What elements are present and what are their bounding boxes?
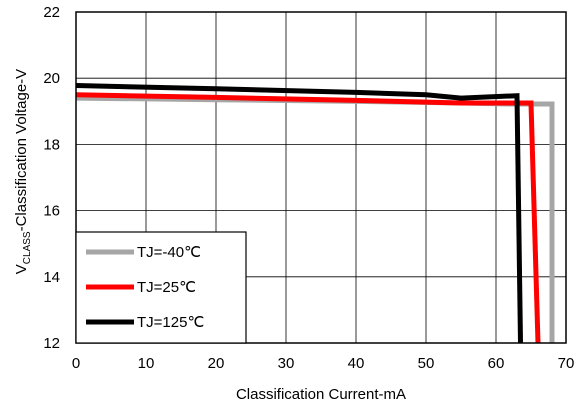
x-tick-label: 0 bbox=[72, 355, 80, 372]
y-tick-label: 12 bbox=[43, 335, 60, 352]
y-tick-label: 16 bbox=[43, 203, 60, 220]
x-tick-label: 20 bbox=[208, 355, 225, 372]
y-axis-title-subscript: CLASS bbox=[22, 231, 33, 264]
y-tick-label: 20 bbox=[43, 70, 60, 87]
legend-label: TJ=-40℃ bbox=[137, 244, 201, 261]
plot-frame bbox=[75, 11, 567, 344]
svg-text:VCLASS-Classification Voltage-: VCLASS-Classification Voltage-V bbox=[13, 69, 33, 274]
series-line-3 bbox=[75, 83, 523, 344]
x-tick-label: 60 bbox=[488, 355, 505, 372]
x-tick-label: 50 bbox=[418, 355, 435, 372]
legend: TJ=-40℃ TJ=25℃ TJ=125℃ bbox=[75, 231, 247, 344]
y-tick-labels: 12 14 16 18 20 22 bbox=[43, 4, 60, 352]
x-tick-label: 40 bbox=[348, 355, 365, 372]
y-axis-title: VCLASS-Classification Voltage-V bbox=[13, 69, 33, 274]
x-tick-label: 10 bbox=[138, 355, 155, 372]
legend-label: TJ=125℃ bbox=[137, 314, 204, 331]
x-tick-label: 30 bbox=[278, 355, 295, 372]
y-axis-title-suffix: -Classification Voltage-V bbox=[13, 69, 30, 232]
legend-label: TJ=25℃ bbox=[137, 279, 196, 296]
y-tick-label: 22 bbox=[43, 4, 60, 21]
series-line-2 bbox=[75, 92, 541, 344]
y-tick-label: 14 bbox=[43, 269, 60, 286]
series-layer bbox=[75, 83, 555, 344]
x-tick-label: 70 bbox=[558, 355, 575, 372]
y-axis-title-prefix: V bbox=[13, 264, 30, 274]
y-tick-label: 18 bbox=[43, 136, 60, 153]
x-tick-labels: 0 10 20 30 40 50 60 70 bbox=[72, 355, 575, 372]
x-axis-title: Classification Current-mA bbox=[236, 386, 406, 403]
